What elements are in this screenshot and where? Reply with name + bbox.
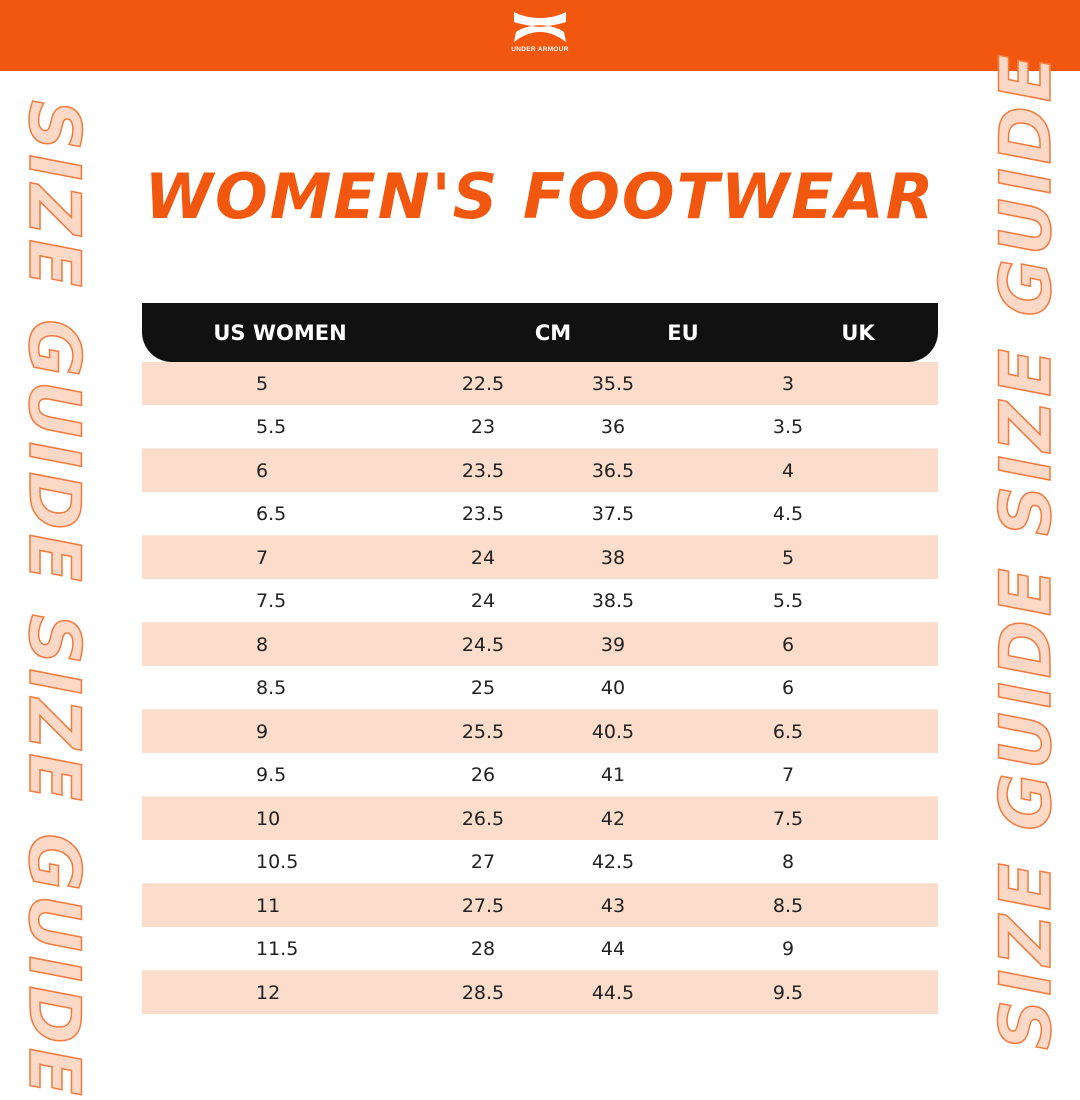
cell-cm: 27 (470, 850, 496, 873)
cell-uk: 6 (781, 633, 795, 656)
cell-uk: 9.5 (772, 981, 804, 1004)
cell-us-women: 10.5 (256, 850, 299, 873)
cell-eu: 41 (600, 763, 626, 786)
cell-cm: 26 (470, 763, 496, 786)
cell-eu: 38 (600, 546, 626, 569)
cell-eu: 39 (600, 633, 626, 656)
cell-eu: 36 (600, 415, 626, 438)
table-row: 10.5 27 42.5 8 (142, 840, 938, 884)
cell-uk: 5.5 (772, 589, 804, 612)
cell-uk: 3 (781, 372, 795, 395)
cell-eu: 40 (600, 676, 626, 699)
cell-cm: 24 (470, 546, 496, 569)
table-row: 9.5 26 41 7 (142, 753, 938, 797)
cell-us-women: 7.5 (256, 589, 287, 612)
cell-cm: 27.5 (461, 894, 505, 917)
cell-uk: 5 (781, 546, 795, 569)
under-armour-logo: UNDER ARMOUR (500, 10, 580, 60)
cell-uk: 7.5 (772, 807, 804, 830)
table-row: 10 26.5 42 7.5 (142, 797, 938, 840)
cell-us-women: 12 (256, 981, 281, 1004)
cell-uk: 9 (781, 937, 795, 960)
table-row: 5 22.5 35.5 3 (142, 362, 938, 405)
table-row: 5.5 23 36 3.5 (142, 405, 938, 449)
cell-us-women: 8.5 (256, 676, 287, 699)
cell-eu: 42.5 (591, 850, 635, 873)
cell-us-women: 10 (256, 807, 281, 830)
table-row: 8 24.5 39 6 (142, 623, 938, 666)
cell-eu: 35.5 (591, 372, 635, 395)
cell-cm: 23.5 (461, 459, 505, 482)
cell-us-women: 5 (256, 372, 269, 395)
cell-eu: 44.5 (591, 981, 635, 1004)
cell-cm: 23 (470, 415, 496, 438)
cell-cm: 28 (470, 937, 496, 960)
table-row: 7 24 38 5 (142, 536, 938, 579)
cell-us-women: 9 (256, 720, 269, 743)
cell-uk: 6.5 (772, 720, 804, 743)
cell-eu: 43 (600, 894, 626, 917)
table-row: 11.5 28 44 9 (142, 927, 938, 971)
cell-us-women: 8 (256, 633, 269, 656)
table-row: 12 28.5 44.5 9.5 (142, 971, 938, 1014)
header-us-women: US WOMEN (213, 320, 347, 345)
cell-eu: 42 (600, 807, 626, 830)
cell-uk: 4 (781, 459, 795, 482)
cell-us-women: 6.5 (256, 502, 287, 525)
cell-us-women: 11 (256, 894, 281, 917)
cell-uk: 8 (781, 850, 795, 873)
cell-uk: 7 (781, 763, 795, 786)
cell-eu: 40.5 (591, 720, 635, 743)
cell-eu: 36.5 (591, 459, 635, 482)
cell-us-women: 11.5 (256, 937, 299, 960)
table-row: 6.5 23.5 37.5 4.5 (142, 492, 938, 536)
cell-uk: 8.5 (772, 894, 804, 917)
cell-cm: 24.5 (461, 633, 505, 656)
table-row: 11 27.5 43 8.5 (142, 884, 938, 927)
cell-cm: 23.5 (461, 502, 505, 525)
size-table: US WOMEN CM EU UK 5 22.5 35.5 3 5.5 23 36 3.5 6 2… (142, 303, 938, 1014)
cell-us-women: 6 (256, 459, 269, 482)
cell-cm: 26.5 (461, 807, 505, 830)
cell-eu: 38.5 (591, 589, 635, 612)
cell-us-women: 7 (256, 546, 269, 569)
table-row: 9 25.5 40.5 6.5 (142, 710, 938, 753)
cell-cm: 22.5 (461, 372, 505, 395)
header-eu: EU (667, 320, 699, 345)
cell-cm: 28.5 (461, 981, 505, 1004)
brand-name: UNDER ARMOUR (511, 46, 569, 53)
table-header: US WOMEN CM EU UK (142, 303, 938, 362)
side-text-left: SIZE GUIDE SIZE GUIDE (12, 99, 96, 1100)
under-armour-logo-icon (514, 12, 566, 42)
cell-us-women: 9.5 (256, 763, 287, 786)
cell-cm: 25.5 (461, 720, 505, 743)
table-row: 6 23.5 36.5 4 (142, 449, 938, 492)
cell-eu: 44 (600, 937, 626, 960)
header-uk: UK (841, 320, 875, 345)
cell-eu: 37.5 (591, 502, 635, 525)
cell-uk: 4.5 (772, 502, 804, 525)
cell-cm: 24 (470, 589, 496, 612)
table-row: 7.5 24 38.5 5.5 (142, 579, 938, 623)
cell-uk: 3.5 (772, 415, 804, 438)
page-title: WOMEN'S FOOTWEAR (144, 160, 936, 233)
top-bar: UNDER ARMOUR (0, 0, 1080, 71)
cell-uk: 6 (781, 676, 795, 699)
cell-us-women: 5.5 (256, 415, 287, 438)
table-body: 5 22.5 35.5 3 5.5 23 36 3.5 6 23.5 36.5 4 6.5 23.5 37.… (142, 362, 938, 1014)
cell-cm: 25 (470, 676, 496, 699)
header-cm: CM (534, 320, 572, 345)
table-row: 8.5 25 40 6 (142, 666, 938, 710)
